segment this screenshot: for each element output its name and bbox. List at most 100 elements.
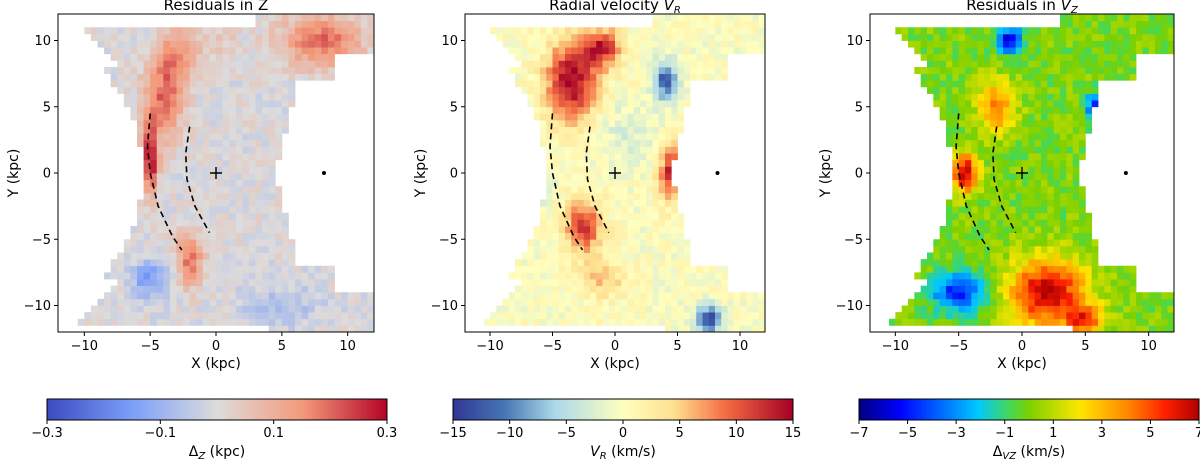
heatmap-cell xyxy=(952,199,960,207)
heatmap-cell xyxy=(1009,232,1017,240)
heatmap-cell xyxy=(552,60,560,68)
heatmap-cell xyxy=(627,53,635,61)
heatmap-cell xyxy=(123,40,131,48)
heatmap-cell xyxy=(1104,312,1112,320)
heatmap-cell xyxy=(677,73,685,81)
heatmap-cell xyxy=(939,239,947,247)
heatmap-cell xyxy=(327,305,335,313)
heatmap-cell xyxy=(627,245,635,253)
heatmap-cell xyxy=(1060,239,1067,247)
heatmap-cell xyxy=(533,73,541,81)
heatmap-cell xyxy=(1041,33,1048,41)
heatmap-cell xyxy=(615,60,622,68)
heatmap-cell xyxy=(590,126,597,134)
colorbar-segment xyxy=(171,399,175,420)
heatmap-cell xyxy=(1091,14,1099,22)
heatmap-cell xyxy=(939,298,947,306)
heatmap-cell xyxy=(327,325,335,333)
heatmap-cell xyxy=(123,47,131,55)
heatmap-cell xyxy=(546,265,553,273)
heatmap-cell xyxy=(1085,305,1093,313)
heatmap-cell xyxy=(1079,239,1086,247)
heatmap-cell xyxy=(235,292,243,300)
heatmap-cell xyxy=(183,113,191,121)
heatmap-cell xyxy=(202,219,210,227)
heatmap-cell xyxy=(996,133,1004,141)
heatmap-cell xyxy=(341,20,349,28)
heatmap-cell xyxy=(1003,73,1010,81)
heatmap-cell xyxy=(1148,47,1156,55)
heatmap-cell xyxy=(727,27,735,35)
heatmap-cell xyxy=(1079,232,1086,240)
heatmap-cell xyxy=(202,226,210,234)
heatmap-cell xyxy=(565,33,572,41)
heatmap-cell xyxy=(1098,53,1105,61)
heatmap-cell xyxy=(1053,272,1061,280)
heatmap-cell xyxy=(952,80,960,88)
heatmap-cell xyxy=(183,186,191,194)
heatmap-cell xyxy=(621,272,628,280)
colorbar-segment xyxy=(347,399,351,420)
heatmap-cell xyxy=(150,100,158,108)
heatmap-cell xyxy=(521,60,528,68)
heatmap-cell xyxy=(1028,67,1036,75)
heatmap-cell xyxy=(740,40,747,48)
heatmap-cell xyxy=(202,318,210,326)
heatmap-cell xyxy=(958,245,966,253)
heatmap-cell xyxy=(952,126,960,134)
heatmap-cell xyxy=(615,47,622,55)
heatmap-cell xyxy=(183,212,191,220)
heatmap-cell xyxy=(984,219,991,227)
heatmap-cell xyxy=(671,53,678,61)
heatmap-cell xyxy=(1053,120,1061,128)
heatmap-cell xyxy=(1098,285,1105,293)
heatmap-cell xyxy=(658,159,666,167)
heatmap-cell xyxy=(608,146,616,154)
heatmap-cell xyxy=(596,67,603,75)
heatmap-cell xyxy=(565,245,572,253)
heatmap-cell xyxy=(1167,20,1175,28)
heatmap-cell xyxy=(189,186,197,194)
heatmap-cell xyxy=(1066,232,1074,240)
heatmap-cell xyxy=(652,73,660,81)
heatmap-cell xyxy=(533,113,541,121)
heatmap-cell xyxy=(183,100,191,108)
heatmap-cell xyxy=(1015,318,1023,326)
heatmap-cell xyxy=(733,325,741,333)
heatmap-cell xyxy=(262,226,270,234)
heatmap-cell xyxy=(677,305,685,313)
heatmap-cell xyxy=(209,226,217,234)
heatmap-cell xyxy=(633,166,641,174)
heatmap-cell xyxy=(615,73,622,81)
heatmap-cell xyxy=(971,192,979,200)
heatmap-cell xyxy=(990,139,998,147)
heatmap-cell xyxy=(143,80,151,88)
heatmap-cell xyxy=(189,318,197,326)
heatmap-cell xyxy=(327,272,335,280)
colorbar-segment xyxy=(1017,399,1021,420)
heatmap-cell xyxy=(169,239,177,247)
heatmap-cell xyxy=(665,186,672,194)
heatmap-cell xyxy=(1047,133,1055,141)
heatmap-cell xyxy=(1079,113,1086,121)
heatmap-cell xyxy=(933,73,941,81)
heatmap-cell xyxy=(1167,312,1175,320)
heatmap-cell xyxy=(527,60,535,68)
heatmap-cell xyxy=(690,312,697,320)
heatmap-cell xyxy=(615,232,622,240)
heatmap-cell xyxy=(727,20,735,28)
heatmap-cell xyxy=(1066,33,1074,41)
heatmap-cell xyxy=(958,272,966,280)
heatmap-cell xyxy=(952,312,960,320)
heatmap-cell xyxy=(702,14,710,22)
heatmap-cell xyxy=(196,252,204,260)
heatmap-cell xyxy=(665,272,672,280)
heatmap-cell xyxy=(1072,80,1080,88)
heatmap-cell xyxy=(533,86,541,94)
heatmap-cell xyxy=(633,153,641,161)
heatmap-cell xyxy=(1034,212,1042,220)
heatmap-cell xyxy=(334,20,342,28)
heatmap-cell xyxy=(150,226,158,234)
heatmap-cell xyxy=(615,40,622,48)
heatmap-cell xyxy=(546,186,553,194)
